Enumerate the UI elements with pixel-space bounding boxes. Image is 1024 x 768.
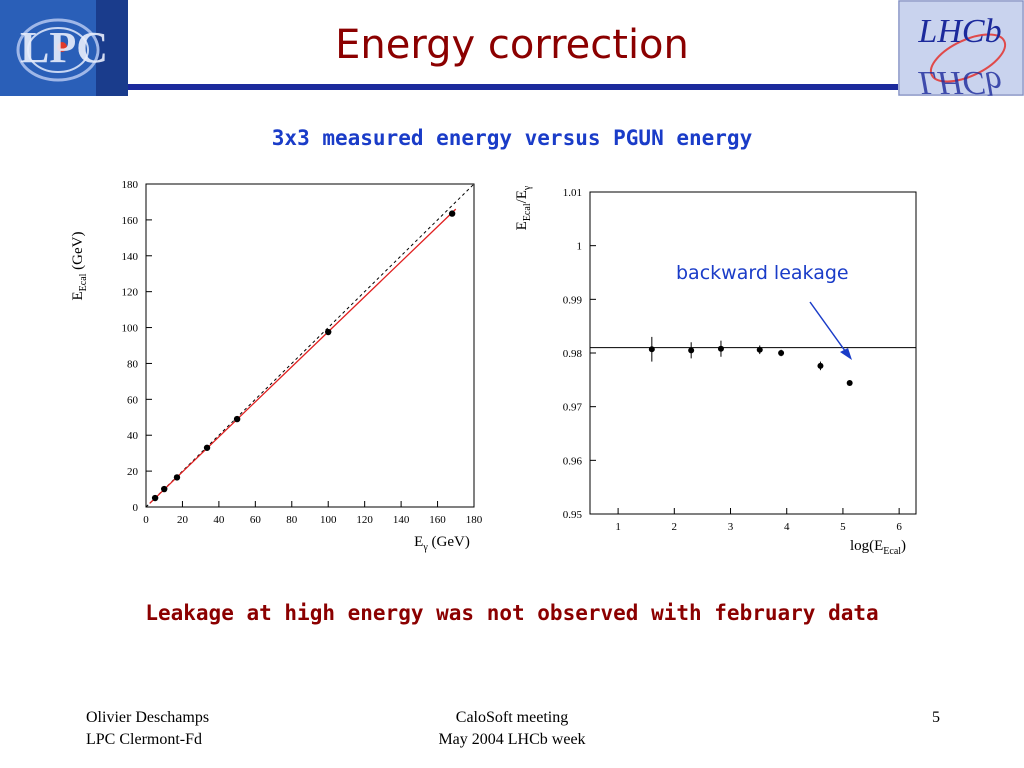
x-tick-label: 0 (143, 514, 149, 526)
lpc-logo-text: LPC (20, 23, 108, 72)
x-tick-label: 180 (466, 514, 483, 526)
x-tick-label: 5 (840, 521, 846, 533)
y-tick-label: 80 (127, 358, 139, 370)
data-point (161, 485, 168, 493)
footer-author: Olivier Deschamps LPC Clermont-Fd (86, 707, 209, 751)
y-tick-label: 180 (122, 179, 139, 191)
x-tick-label: 160 (429, 514, 446, 526)
data-point (688, 347, 695, 354)
lpc-logo: LPC (0, 0, 128, 96)
y-tick-label: 60 (127, 394, 139, 406)
x-tick-label: 3 (728, 521, 734, 533)
data-point (846, 380, 853, 387)
y-tick-label: 0.98 (563, 348, 583, 360)
data-point (325, 328, 332, 336)
data-point (817, 362, 824, 369)
x-tick-label: 120 (356, 514, 373, 526)
x-tick-label: 100 (320, 514, 337, 526)
x-axis-label: Eγ (GeV) (414, 534, 470, 553)
slide-subtitle: 3x3 measured energy versus PGUN energy (271, 126, 753, 150)
footer-event: CaloSoft meeting May 2004 LHCb week (300, 707, 724, 751)
data-point (448, 210, 456, 217)
y-tick-label: 100 (122, 323, 139, 335)
slide-title: Energy correction (335, 22, 689, 68)
y-tick-label: 20 (127, 466, 139, 478)
x-tick-label: 40 (213, 514, 225, 526)
x-tick-label: 20 (177, 514, 189, 526)
plot-frame (145, 183, 475, 508)
conclusion-text: Leakage at high energy was not observed … (145, 601, 879, 625)
annotation-arrow (809, 301, 852, 360)
y-tick-label: 140 (122, 251, 139, 263)
x-axis-label: log(EEcal) (850, 538, 906, 557)
x-tick-label: 140 (393, 514, 410, 526)
y-tick-label: 0.96 (563, 455, 583, 467)
fit-line (149, 208, 457, 504)
footer-author-lab: LPC Clermont-Fd (86, 731, 203, 748)
x-tick-label: 1 (615, 521, 621, 533)
y-tick-label: 1.01 (563, 187, 582, 199)
data-point (756, 346, 763, 353)
x-tick-label: 2 (672, 521, 678, 533)
lhcb-logo-text: LHCb (917, 13, 1001, 50)
y-tick-label: 1 (577, 241, 583, 253)
y-tick-label: 160 (122, 215, 139, 227)
data-point (173, 474, 181, 481)
svg-text:LHCb: LHCb (917, 64, 1001, 96)
y-tick-label: 120 (122, 287, 139, 299)
footer-event-date: May 2004 LHCb week (438, 731, 586, 748)
x-tick-label: 80 (286, 514, 298, 526)
data-point (648, 346, 655, 353)
data-point (717, 345, 724, 352)
y-tick-label: 0.95 (563, 509, 583, 521)
y-tick-label: 0.97 (563, 402, 583, 414)
footer-event-name: CaloSoft meeting (455, 709, 569, 726)
x-tick-label: 6 (896, 521, 902, 533)
y-axis-label: EEcal/Eγ (514, 185, 533, 230)
chart-ratio-vs-log-energy: 1 2 3 4 5 6 0.95 0.96 0.97 0.98 0.99 1 1.01 log(EEca… (514, 185, 917, 557)
chart-ecal-vs-egamma: 0 20 40 60 80 100 120 140 160 180 0 20 40 60 80 100 120 1… (70, 179, 483, 553)
header-divider (128, 84, 898, 90)
y-tick-label: 0 (133, 502, 139, 514)
data-point (203, 444, 211, 451)
data-point (778, 350, 785, 356)
x-tick-label: 60 (250, 514, 261, 526)
y-tick-label: 0.99 (563, 294, 583, 306)
x-tick-label: 4 (784, 521, 790, 533)
footer-author-name: Olivier Deschamps (86, 709, 210, 726)
data-point (233, 415, 241, 423)
lhcb-logo: LHCb LHCb (898, 0, 1024, 96)
y-tick-label: 40 (127, 430, 139, 442)
backward-leakage-annotation: backward leakage (676, 262, 849, 284)
diagonal-line (145, 183, 475, 508)
data-point (151, 494, 159, 502)
y-axis-label: EEcal (GeV) (70, 231, 89, 300)
plot-frame (589, 191, 917, 515)
page-number: 5 (932, 709, 940, 726)
